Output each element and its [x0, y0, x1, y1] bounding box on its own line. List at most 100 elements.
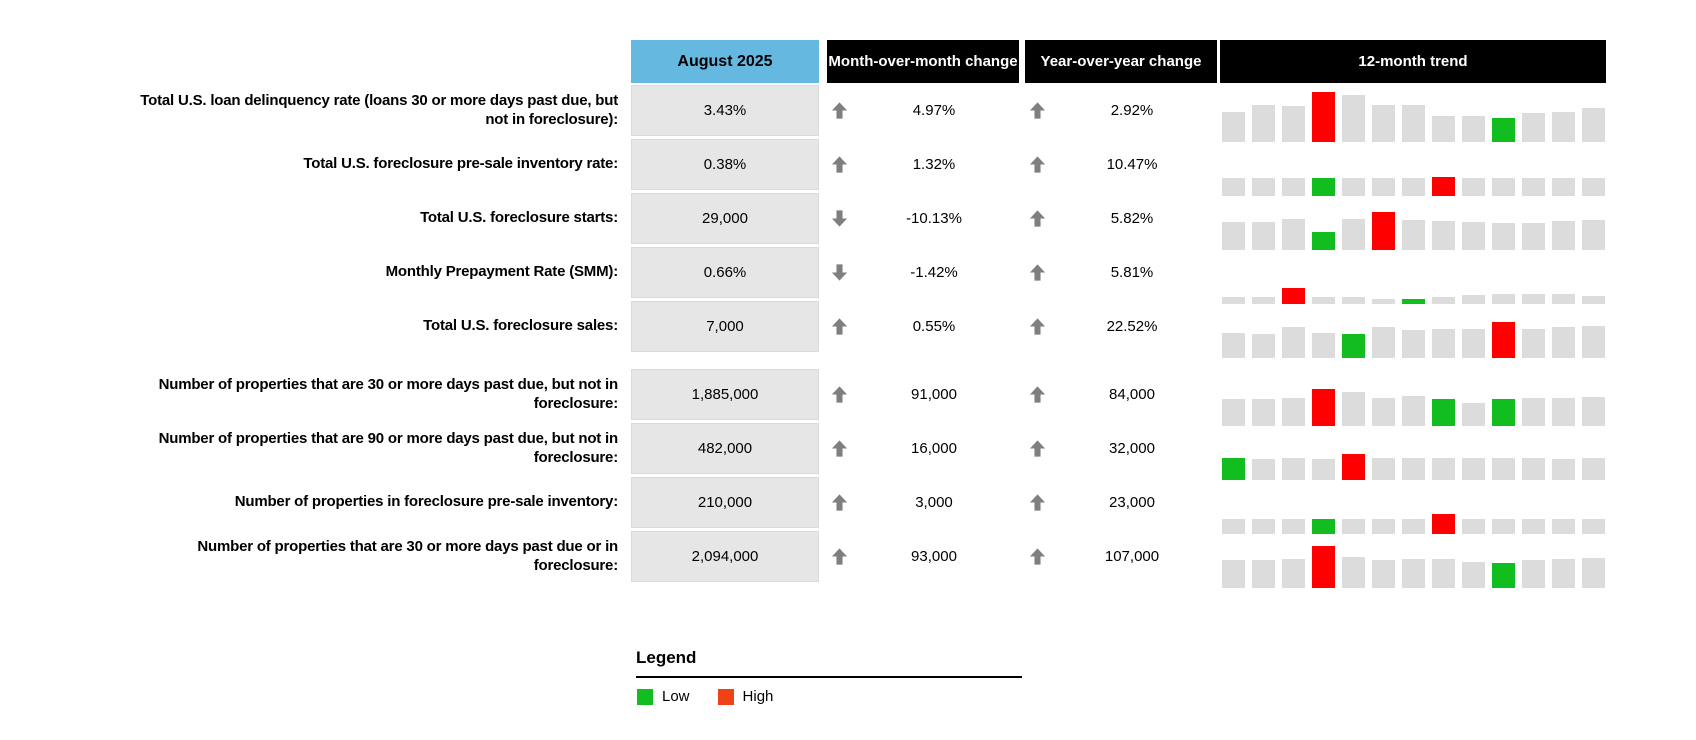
- trend-bar: [1462, 519, 1485, 534]
- trend-bar: [1342, 297, 1365, 304]
- trend-bar: [1252, 560, 1275, 588]
- trend-bar: [1222, 399, 1245, 426]
- trend-bar-high: [1372, 212, 1395, 250]
- trend-bar: [1552, 398, 1575, 426]
- trend-bar: [1582, 458, 1605, 480]
- metric-label: Monthly Prepayment Rate (SMM):: [385, 263, 619, 281]
- trend-bar: [1282, 559, 1305, 588]
- trend-bar-high: [1312, 92, 1335, 142]
- trend-bar: [1252, 105, 1275, 142]
- trend-bar: [1342, 392, 1365, 426]
- trend-bar: [1372, 299, 1395, 304]
- trend-bar: [1402, 105, 1425, 142]
- up-arrow-icon: [830, 155, 849, 174]
- trend-bar: [1462, 178, 1485, 196]
- trend-bar: [1282, 178, 1305, 196]
- trend-bar: [1252, 334, 1275, 358]
- trend-bar: [1582, 296, 1605, 304]
- trend-bar: [1462, 295, 1485, 304]
- trend-bar: [1282, 106, 1305, 142]
- trend-bar: [1402, 178, 1425, 196]
- trend-bar: [1462, 116, 1485, 142]
- mom-change-value: 1.32%: [912, 156, 956, 173]
- up-arrow-icon: [1028, 547, 1047, 566]
- trend-bar: [1402, 330, 1425, 358]
- trend-header: 12-month trend: [1220, 40, 1606, 83]
- trend-bar: [1372, 560, 1395, 588]
- trend-bar-low: [1432, 399, 1455, 426]
- trend-bar: [1342, 519, 1365, 534]
- trend-sparkline: [1222, 477, 1608, 534]
- yoy-change-value: 5.82%: [1110, 210, 1154, 227]
- trend-bar: [1342, 557, 1365, 588]
- trend-bar: [1492, 223, 1515, 250]
- mom-change-cell: 91,000: [827, 369, 1019, 420]
- trend-bar: [1342, 178, 1365, 196]
- trend-bar-high: [1312, 546, 1335, 588]
- trend-bar-high: [1492, 322, 1515, 358]
- trend-bar: [1522, 398, 1545, 426]
- legend-label: High: [742, 688, 774, 705]
- trend-bar: [1222, 222, 1245, 250]
- mom-change-cell: 16,000: [827, 423, 1019, 474]
- trend-bar: [1522, 294, 1545, 304]
- trend-bar: [1432, 329, 1455, 358]
- legend-low-swatch: [637, 688, 653, 705]
- current-value-cell: 0.38%: [631, 139, 819, 190]
- trend-bar: [1372, 458, 1395, 480]
- yoy-change-value: 32,000: [1109, 440, 1155, 457]
- trend-bar: [1462, 222, 1485, 250]
- trend-bar: [1462, 562, 1485, 588]
- trend-bar: [1282, 519, 1305, 534]
- trend-bar-low: [1402, 299, 1425, 304]
- trend-bar-high: [1312, 389, 1335, 426]
- trend-bar: [1402, 458, 1425, 480]
- trend-bar-low: [1312, 519, 1335, 534]
- trend-bar: [1342, 219, 1365, 250]
- yoy-change-cell: 2.92%: [1025, 85, 1217, 136]
- mom-change-value: 0.55%: [912, 318, 956, 335]
- down-arrow-icon: [830, 263, 849, 282]
- mom-change-cell: 93,000: [827, 531, 1019, 582]
- trend-bar: [1522, 329, 1545, 358]
- trend-bar: [1402, 559, 1425, 588]
- mom-change-value: 16,000: [911, 440, 957, 457]
- trend-bar-low: [1492, 118, 1515, 142]
- trend-bar: [1252, 459, 1275, 480]
- trend-bar: [1552, 459, 1575, 480]
- up-arrow-icon: [830, 493, 849, 512]
- yoy-change-value: 84,000: [1109, 386, 1155, 403]
- trend-sparkline: [1222, 193, 1608, 250]
- yoy-change-cell: 23,000: [1025, 477, 1217, 528]
- yoy-change-cell: 5.81%: [1025, 247, 1217, 298]
- mom-change-value: 4.97%: [912, 102, 956, 119]
- yoy-change-cell: 32,000: [1025, 423, 1217, 474]
- yoy-change-value: 10.47%: [1106, 156, 1158, 173]
- trend-bar: [1282, 458, 1305, 480]
- trend-bar: [1282, 219, 1305, 250]
- trend-bar: [1222, 112, 1245, 142]
- trend-bar: [1522, 113, 1545, 142]
- trend-bar: [1462, 329, 1485, 358]
- trend-bar: [1372, 178, 1395, 196]
- trend-bar: [1462, 403, 1485, 426]
- metric-label: Total U.S. loan delinquency rate (loans …: [140, 91, 618, 128]
- trend-bar: [1432, 221, 1455, 250]
- trend-sparkline: [1222, 531, 1608, 588]
- trend-bar-high: [1432, 177, 1455, 196]
- trend-sparkline: [1222, 423, 1608, 480]
- yoy-change-cell: 107,000: [1025, 531, 1217, 582]
- trend-bar: [1522, 560, 1545, 588]
- trend-sparkline: [1222, 301, 1608, 358]
- trend-bar: [1552, 178, 1575, 196]
- mom-change-cell: 4.97%: [827, 85, 1019, 136]
- trend-bar: [1462, 458, 1485, 480]
- trend-bar: [1432, 116, 1455, 142]
- trend-bar: [1252, 297, 1275, 304]
- current-value-cell: 1,885,000: [631, 369, 819, 420]
- trend-bar: [1522, 223, 1545, 250]
- trend-bar: [1402, 220, 1425, 250]
- legend-items: Low High: [637, 688, 801, 705]
- mom-change-cell: 0.55%: [827, 301, 1019, 352]
